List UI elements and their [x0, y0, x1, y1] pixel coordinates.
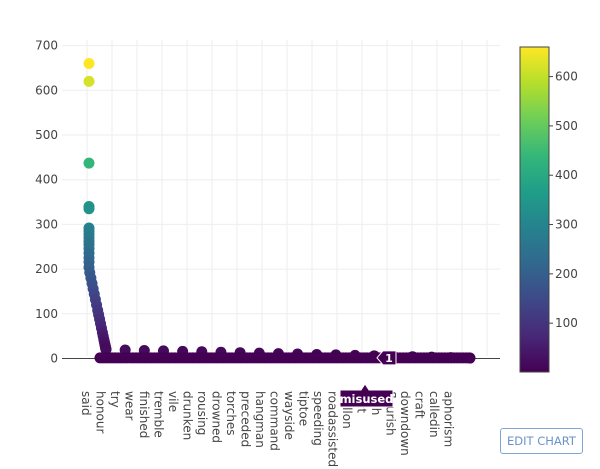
x-tick-label: vile [166, 391, 180, 412]
y-tick-label: 0 [50, 352, 58, 366]
x-tick-label: calledin [427, 391, 441, 438]
data-points[interactable] [83, 57, 476, 364]
y-tick-label: 100 [35, 307, 58, 321]
data-point[interactable] [100, 344, 112, 356]
data-point[interactable] [83, 57, 95, 69]
y-tick-label: 300 [35, 217, 58, 231]
data-point[interactable] [83, 203, 95, 215]
x-tick-label: wear [123, 391, 137, 421]
x-tick-label: roadassisted [326, 391, 340, 467]
x-tick-label: wayside [282, 391, 296, 440]
hover-x-box [339, 383, 394, 408]
y-tick-label: 700 [35, 39, 58, 53]
data-point[interactable] [83, 75, 95, 87]
x-tick-label: aphorism [442, 391, 456, 447]
y-axis: 0 100 200 300 400 500 600 700 [35, 39, 58, 366]
hover-y-box [376, 350, 397, 366]
x-tick-label: try [108, 391, 122, 408]
colorbar-tick-label: 500 [555, 119, 578, 133]
x-tick-label: hangman [253, 391, 267, 448]
colorbar-gradient [519, 46, 550, 373]
x-tick-label: honour [94, 391, 108, 434]
y-tick-label: 200 [35, 262, 58, 276]
x-tick-label: rousing [195, 391, 209, 435]
x-tick-label: downdown [398, 391, 412, 456]
x-tick-label: command [268, 391, 282, 451]
colorbar-tick-label: 100 [555, 316, 578, 330]
x-tick-label: said [79, 391, 93, 416]
colorbar: 100 200 300 400 500 600 [519, 46, 578, 373]
grid-lines [62, 40, 500, 359]
hover-y-value: 1 [385, 352, 393, 365]
hover-x-label: misused [340, 392, 394, 406]
y-tick-label: 500 [35, 128, 58, 142]
x-tick-label: tremble [152, 391, 166, 438]
x-tick-label: finished [137, 391, 151, 438]
x-tick-label: preceded [239, 391, 253, 447]
x-tick-label: craft [413, 391, 427, 419]
y-tick-label: 400 [35, 173, 58, 187]
x-tick-label: tiptoe [297, 391, 311, 426]
data-point[interactable] [83, 157, 95, 169]
colorbar-tick-label: 600 [555, 70, 578, 84]
x-axis: said honour try wear finished tremble vile drun… [79, 390, 456, 467]
colorbar-tick-label: 300 [555, 218, 578, 232]
y-tick-label: 600 [35, 83, 58, 97]
hover-tooltip: 1 misused [339, 350, 397, 408]
data-point[interactable] [463, 352, 475, 364]
edit-chart-button[interactable]: EDIT CHART [500, 428, 583, 454]
x-tick-label: drunken [181, 391, 195, 440]
x-tick-label: torches [224, 391, 238, 436]
x-tick-label: drowned [210, 391, 224, 443]
colorbar-tick-label: 400 [555, 168, 578, 182]
x-tick-label: speeding [311, 391, 325, 446]
colorbar-tick-label: 200 [555, 267, 578, 281]
